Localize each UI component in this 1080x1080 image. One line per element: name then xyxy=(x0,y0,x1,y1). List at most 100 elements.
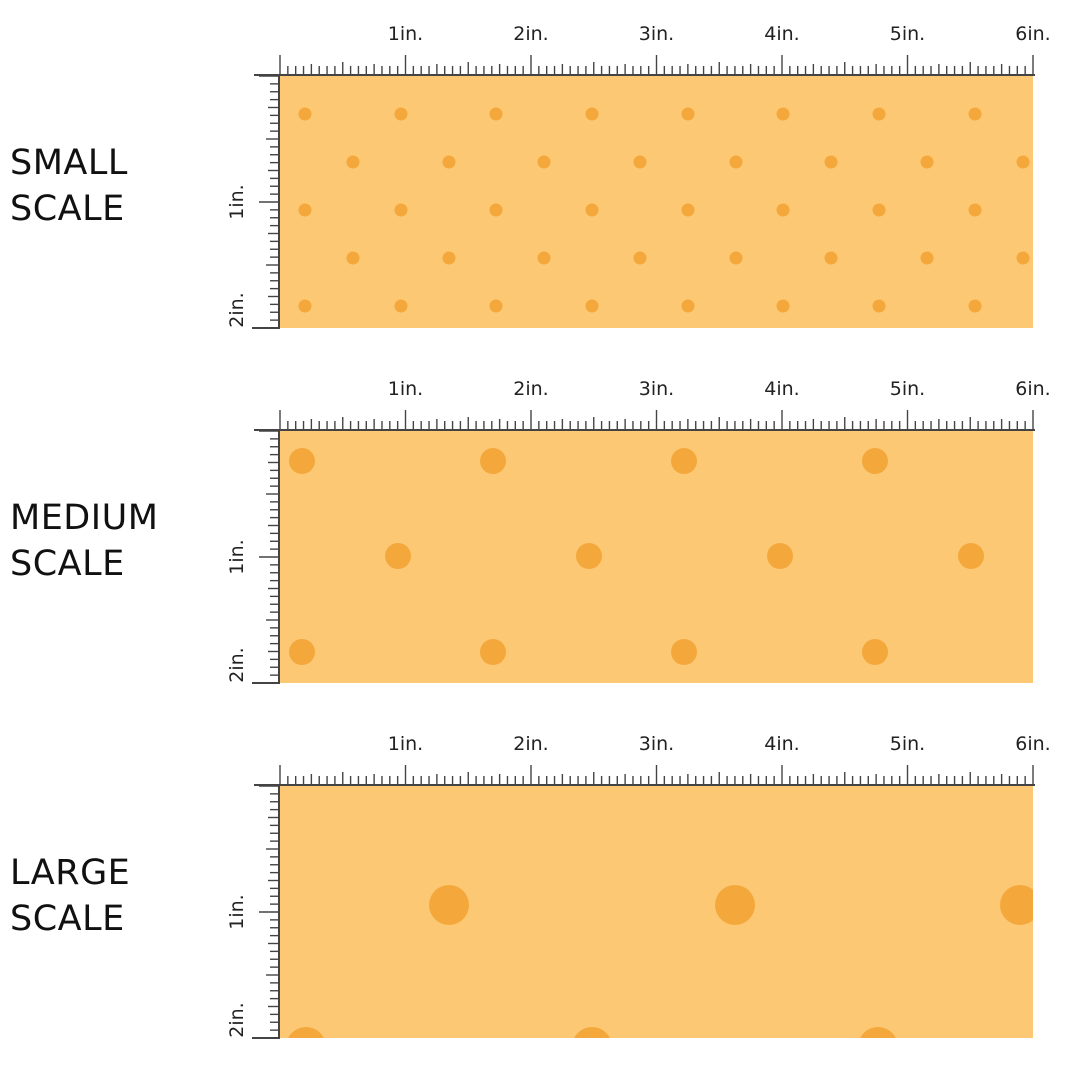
polka-dot xyxy=(394,299,408,313)
polka-dot xyxy=(537,155,551,169)
polka-dot xyxy=(480,639,506,665)
ruler-label-top: 5in. xyxy=(890,378,925,400)
scale-label-line2: SCALE xyxy=(10,189,125,229)
polka-dot xyxy=(298,203,312,217)
polka-dot xyxy=(776,203,790,217)
polka-dot xyxy=(681,203,695,217)
ruler-label-top: 3in. xyxy=(639,23,674,45)
polka-dot xyxy=(289,639,315,665)
large-swatch-with-rulers: 1in. 2in. 3in. 4in. 5in. 6in. 1in. 2in. xyxy=(226,733,1051,1039)
scale-label-line2: SCALE xyxy=(10,544,125,584)
top-ruler: 1in. 2in. 3in. 4in. 5in. 6in. xyxy=(254,23,1051,76)
ruler-label-top: 2in. xyxy=(513,733,548,755)
polka-dot xyxy=(1016,251,1030,265)
polka-dot xyxy=(767,543,793,569)
polka-dot xyxy=(288,1027,324,1038)
polka-dot xyxy=(872,203,886,217)
polka-dot xyxy=(346,155,360,169)
polka-dot xyxy=(920,155,934,169)
ruler-label-top: 6in. xyxy=(1015,733,1050,755)
polka-dot xyxy=(824,155,838,169)
ruler-label-top: 3in. xyxy=(639,378,674,400)
polka-dot xyxy=(537,251,551,265)
polka-dot xyxy=(872,299,886,313)
ruler-label-top: 6in. xyxy=(1015,23,1050,45)
scale-label-line2: SCALE xyxy=(10,899,125,939)
ruler-label-top: 4in. xyxy=(764,733,799,755)
polka-dot xyxy=(968,299,982,313)
polka-dot xyxy=(574,1027,610,1038)
ruler-label-side: 1in. xyxy=(226,184,248,219)
polka-dot xyxy=(289,448,315,474)
ruler-label-top: 1in. xyxy=(388,378,423,400)
polka-dot xyxy=(394,107,408,121)
scale-label: SMALL SCALE xyxy=(10,140,128,232)
polka-dot xyxy=(681,107,695,121)
polka-dot-pattern xyxy=(298,107,1030,313)
polka-dot xyxy=(346,251,360,265)
polka-dot xyxy=(715,885,755,925)
ruler-label-top: 2in. xyxy=(513,378,548,400)
polka-dot xyxy=(824,251,838,265)
ruler-label-side: 1in. xyxy=(226,894,248,929)
ruler-label-top: 4in. xyxy=(764,378,799,400)
polka-dot xyxy=(1016,155,1030,169)
polka-dot xyxy=(442,251,456,265)
polka-dot xyxy=(298,299,312,313)
scale-label: MEDIUM SCALE xyxy=(10,495,158,587)
polka-dot xyxy=(489,203,503,217)
polka-dot xyxy=(385,543,411,569)
side-ruler: 1in. 2in. xyxy=(226,74,280,329)
polka-dot xyxy=(968,107,982,121)
polka-dot xyxy=(585,107,599,121)
ruler-label-top: 4in. xyxy=(764,23,799,45)
side-ruler: 1in. 2in. xyxy=(226,784,280,1039)
polka-dot xyxy=(729,251,743,265)
polka-dot xyxy=(958,543,984,569)
polka-dot xyxy=(776,107,790,121)
polka-dot xyxy=(862,639,888,665)
top-ruler: 1in. 2in. 3in. 4in. 5in. 6in. xyxy=(254,378,1051,431)
ruler-label-top: 5in. xyxy=(890,733,925,755)
polka-dot-pattern xyxy=(288,885,1033,1038)
polka-dot xyxy=(1000,885,1033,925)
polka-dot xyxy=(862,448,888,474)
polka-dot xyxy=(394,203,408,217)
ruler-label-side: 2in. xyxy=(226,647,248,682)
ruler-label-side: 1in. xyxy=(226,539,248,574)
small-swatch-with-rulers: 1in. 2in. 3in. 4in. 5in. 6in. 1in. 2in. xyxy=(226,23,1051,329)
scale-label-line1: LARGE xyxy=(10,853,131,893)
polka-dot xyxy=(968,203,982,217)
large-scale-panel: LARGE SCALE 1in. 2in. 3in. 4in. 5in. 6in. 1in.… xyxy=(0,710,1080,1065)
scale-label-line1: SMALL xyxy=(10,143,128,183)
medium-swatch-with-rulers: 1in. 2in. 3in. 4in. 5in. 6in. 1in. 2in. xyxy=(226,378,1051,684)
polka-dot-pattern xyxy=(289,448,984,665)
fabric-swatch xyxy=(280,76,1033,328)
ruler-label-top: 5in. xyxy=(890,23,925,45)
polka-dot xyxy=(429,885,469,925)
polka-dot xyxy=(489,299,503,313)
ruler-label-top: 2in. xyxy=(513,23,548,45)
top-ruler: 1in. 2in. 3in. 4in. 5in. 6in. xyxy=(254,733,1051,786)
polka-dot xyxy=(729,155,743,169)
polka-dot xyxy=(671,639,697,665)
ruler-label-top: 3in. xyxy=(639,733,674,755)
polka-dot xyxy=(585,299,599,313)
scale-label-line1: MEDIUM xyxy=(10,498,159,538)
side-ruler: 1in. 2in. xyxy=(226,429,280,684)
polka-dot xyxy=(298,107,312,121)
ruler-label-side: 2in. xyxy=(226,1002,248,1037)
polka-dot xyxy=(633,251,647,265)
fabric-swatch xyxy=(280,786,1033,1038)
ruler-label-top: 6in. xyxy=(1015,378,1050,400)
polka-dot xyxy=(671,448,697,474)
polka-dot xyxy=(585,203,599,217)
ruler-label-top: 1in. xyxy=(388,733,423,755)
polka-dot xyxy=(489,107,503,121)
polka-dot xyxy=(860,1027,896,1038)
polka-dot xyxy=(480,448,506,474)
polka-dot xyxy=(633,155,647,169)
polka-dot xyxy=(776,299,790,313)
polka-dot xyxy=(920,251,934,265)
polka-dot xyxy=(872,107,886,121)
